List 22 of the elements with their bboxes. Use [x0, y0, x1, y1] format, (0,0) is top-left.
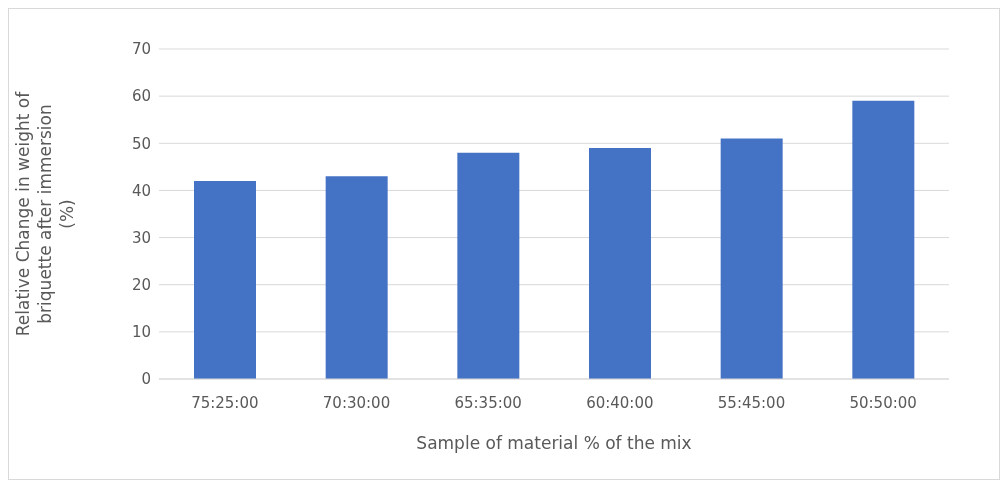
bar: [852, 100, 915, 379]
x-axis-title: Sample of material % of the mix: [416, 433, 692, 453]
bar: [194, 181, 256, 379]
y-tick-label: 0: [141, 370, 151, 389]
y-tick-label: 40: [131, 181, 151, 200]
y-tick-label: 30: [131, 228, 151, 247]
y-tick-label: 10: [131, 323, 151, 342]
bar: [325, 176, 388, 379]
x-tick-label: 55:45:00: [717, 393, 786, 412]
bar: [457, 152, 520, 379]
bar: [589, 148, 651, 379]
y-tick-label: 50: [131, 134, 151, 153]
y-tick-label: 60: [131, 87, 151, 106]
bar: [720, 138, 783, 379]
x-tick-label: 65:35:00: [454, 393, 522, 412]
x-tick-label: 50:50:00: [849, 393, 917, 412]
x-tick-label: 70:30:00: [322, 393, 391, 412]
x-tick-label: 75:25:00: [191, 393, 259, 412]
x-tick-label: 60:40:00: [586, 393, 654, 412]
y-tick-label: 20: [131, 276, 151, 295]
y-axis-title: Relative Change in weight of briquette after immersion (%): [13, 90, 77, 337]
y-tick-label: 70: [131, 40, 151, 59]
